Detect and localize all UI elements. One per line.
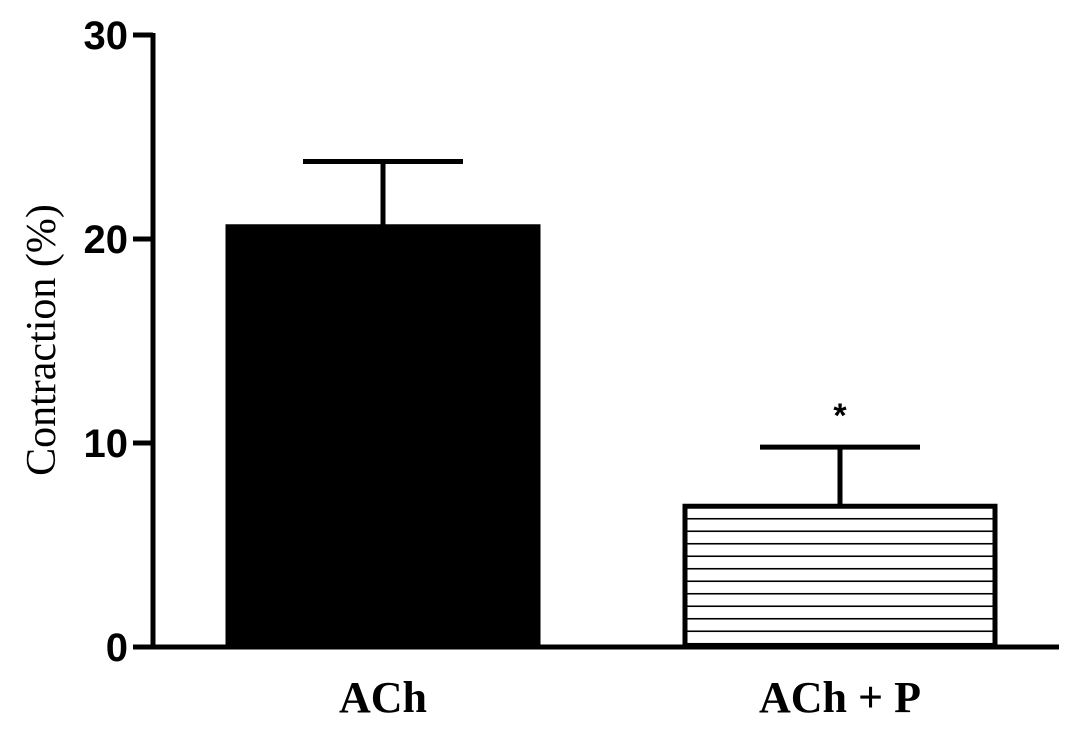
significance-marker: * (833, 397, 847, 435)
y-tick-label: 10 (84, 422, 129, 466)
y-tick-label: 30 (84, 14, 129, 58)
bar-2 (682, 503, 998, 650)
bar-1 (225, 224, 541, 650)
y-tick-label: 0 (106, 626, 128, 670)
bars (225, 224, 998, 650)
y-axis-ticks: 0 10 20 30 (84, 14, 153, 670)
y-tick-label: 20 (84, 218, 129, 262)
x-category-label: ACh + P (759, 673, 921, 722)
x-axis-labels: ACh ACh + P (339, 673, 921, 722)
error-bars (303, 158, 920, 507)
annotations: * (833, 397, 847, 435)
x-category-label: ACh (339, 673, 427, 722)
y-axis-title: Contraction (%) (19, 204, 65, 476)
